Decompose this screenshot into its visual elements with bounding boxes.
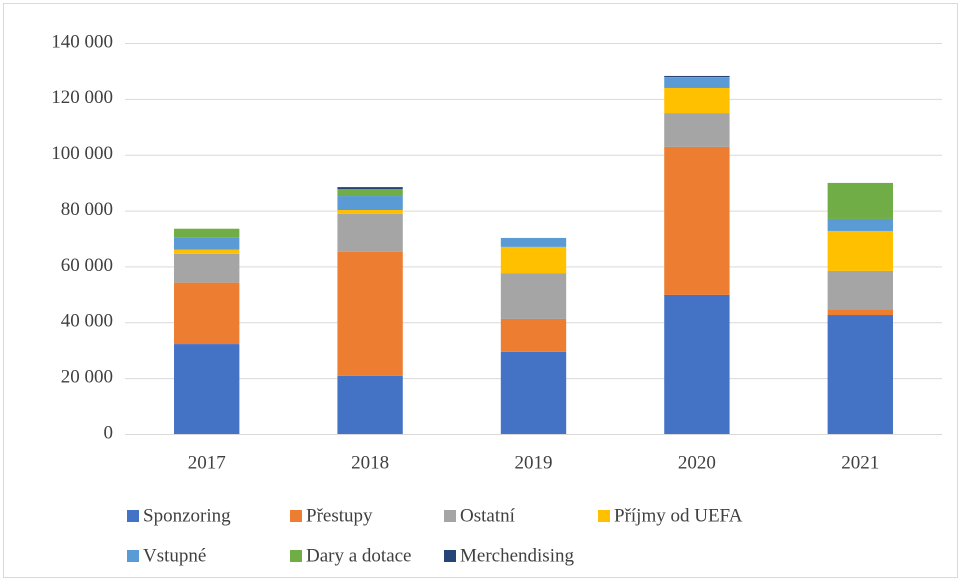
y-tick-label: 60 000 xyxy=(61,255,113,276)
x-tick-label: 2021 xyxy=(841,452,879,473)
legend-label: Vstupné xyxy=(143,545,206,566)
bar-segment xyxy=(337,189,403,197)
legend-label: Přestupy xyxy=(306,505,373,526)
bar-segment xyxy=(174,249,240,254)
bar-segment xyxy=(337,213,403,252)
legend-swatch xyxy=(127,550,139,562)
bar-segment xyxy=(664,294,730,434)
bar-segment xyxy=(500,237,567,247)
bar-segment xyxy=(174,237,240,250)
bar-segment xyxy=(337,196,403,211)
bar-segment xyxy=(827,270,893,310)
bar-segment xyxy=(174,253,240,283)
bar-segment xyxy=(500,246,567,274)
bar-segment xyxy=(827,182,893,219)
bar-segment xyxy=(174,344,240,434)
y-tick-label: 40 000 xyxy=(61,311,113,332)
bar-segment xyxy=(500,273,567,319)
legend-label: Ostatní xyxy=(460,505,516,526)
bar-segment xyxy=(664,146,730,295)
x-tick-label: 2020 xyxy=(678,452,716,473)
bar-segment xyxy=(827,230,893,271)
bar-segment xyxy=(664,75,730,78)
legend-label: Dary a dotace xyxy=(306,545,412,566)
legend-label: Příjmy od UEFA xyxy=(614,505,743,526)
legend-swatch xyxy=(444,510,456,522)
legend-label: Merchendising xyxy=(460,545,574,566)
bar-segment xyxy=(664,113,730,147)
chart-border xyxy=(3,3,958,578)
bar-segment xyxy=(337,251,403,376)
y-tick-label: 120 000 xyxy=(51,87,113,108)
bar-segment xyxy=(827,218,893,231)
bar-segment xyxy=(664,77,730,88)
x-tick-label: 2019 xyxy=(515,452,553,473)
y-tick-label: 100 000 xyxy=(51,143,113,164)
bar-segment xyxy=(337,187,403,190)
bar-segment xyxy=(827,309,893,316)
x-tick-label: 2018 xyxy=(351,452,389,473)
legend-swatch xyxy=(598,510,610,522)
legend-label: Sponzoring xyxy=(143,505,231,526)
y-tick-label: 0 xyxy=(104,422,114,443)
legend-swatch xyxy=(290,510,302,522)
bar-segment xyxy=(500,351,567,434)
legend-swatch xyxy=(290,550,302,562)
legend-swatch xyxy=(127,510,139,522)
y-tick-label: 20 000 xyxy=(61,367,113,388)
legend-swatch xyxy=(444,550,456,562)
bar-segment xyxy=(664,87,730,114)
bar-segment xyxy=(337,375,403,434)
bar-segment xyxy=(500,318,567,352)
bar-segment xyxy=(337,210,403,214)
bar-segment xyxy=(827,315,893,434)
bar-segment xyxy=(664,77,730,78)
bar-segment xyxy=(174,282,240,345)
y-tick-label: 140 000 xyxy=(51,31,113,52)
bar-segment xyxy=(174,228,240,238)
y-tick-label: 80 000 xyxy=(61,199,113,220)
x-tick-label: 2017 xyxy=(188,452,226,473)
